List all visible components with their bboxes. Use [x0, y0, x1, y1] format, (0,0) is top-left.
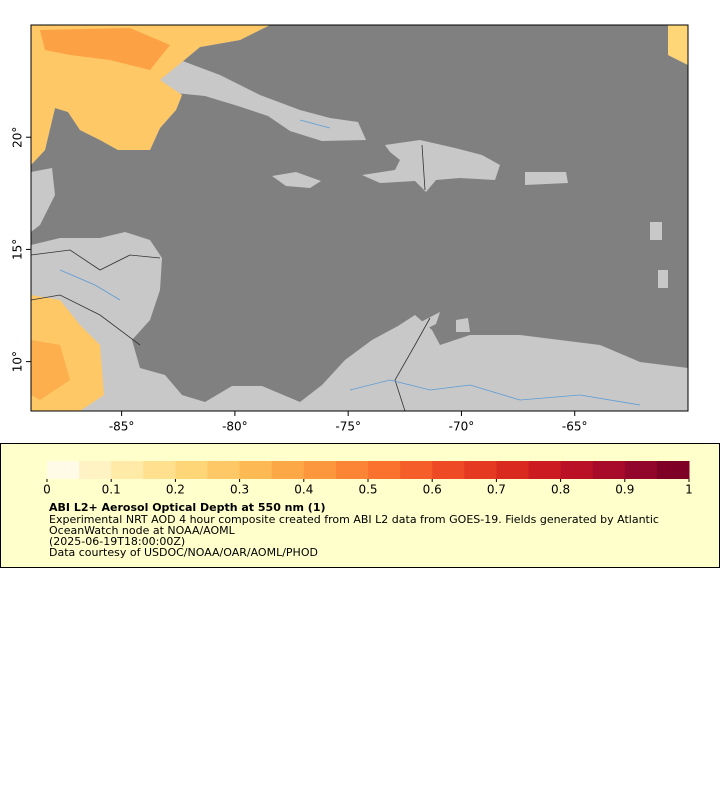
legend-subtitle: Experimental NRT AOD 4 hour composite cr…: [49, 513, 659, 537]
colorbar-tick-label: 0.8: [551, 483, 570, 497]
y-tick-label: 15°: [11, 239, 25, 260]
colorbar-cell: [111, 461, 144, 479]
colorbar-cell: [143, 461, 176, 479]
colorbar-tick-label: 0.1: [102, 483, 121, 497]
colorbar-tick-label: 1: [685, 483, 693, 497]
colorbar-cell: [207, 461, 241, 479]
colorbar: 0 0.1 0.2 0.3 0.4 0.5 0.6 0.7 0.8 0.9 1: [43, 461, 693, 497]
colorbar-cell: [271, 461, 305, 479]
x-tick-label: -65°: [562, 420, 588, 434]
colorbar-cell: [239, 461, 273, 479]
colorbar-cell: [400, 461, 433, 479]
colorbar-tick-label: 0.5: [358, 483, 377, 497]
y-tick-label: 20°: [11, 127, 25, 148]
colorbar-tick-label: 0.2: [166, 483, 185, 497]
colorbar-cell: [624, 461, 658, 479]
x-tick-label: -75°: [335, 420, 361, 434]
legend-title: ABI L2+ Aerosol Optical Depth at 550 nm …: [49, 501, 326, 514]
colorbar-cell: [496, 461, 529, 479]
y-tick-label: 10°: [11, 351, 25, 372]
x-tick-label: -70°: [449, 420, 475, 434]
colorbar-cell: [528, 461, 562, 479]
colorbar-cell: [303, 461, 337, 479]
colorbar-cell: [47, 461, 80, 479]
colorbar-tick-label: 0.7: [487, 483, 506, 497]
colorbar-tick-label: 0.4: [294, 483, 313, 497]
x-tick-label: -85°: [109, 420, 135, 434]
colorbar-cell: [175, 461, 208, 479]
colorbar-cell: [464, 461, 497, 479]
colorbar-tick-label: 0.9: [615, 483, 634, 497]
x-tick-label: -80°: [222, 420, 248, 434]
aerosol-land: [31, 25, 688, 411]
legend-panel: 0 0.1 0.2 0.3 0.4 0.5 0.6 0.7 0.8 0.9 1 ABI L2+ Ae…: [0, 443, 720, 568]
legend-credit: Data courtesy of USDOC/NOAA/OAR/AOML/PHO…: [49, 546, 318, 559]
colorbar-tick-label: 0.3: [230, 483, 249, 497]
rivers: [59, 119, 641, 406]
colorbar-cell: [656, 461, 690, 479]
colorbar-cell: [79, 461, 112, 479]
colorbar-cell: [432, 461, 465, 479]
map: -85° -80° -75° -70° -65° 10° 15° 20°: [11, 24, 689, 434]
colorbar-cell: [560, 461, 594, 479]
map-frame: [30, 24, 689, 412]
colorbar-tick-label: 0: [43, 483, 51, 497]
legend-date: (2025-06-19T18:00:00Z): [49, 535, 186, 548]
borders: [30, 144, 431, 412]
colorbar-cell: [335, 461, 369, 479]
colorbar-cell: [368, 461, 401, 479]
colorbar-cell: [592, 461, 626, 479]
colorbar-tick-label: 0.6: [423, 483, 442, 497]
